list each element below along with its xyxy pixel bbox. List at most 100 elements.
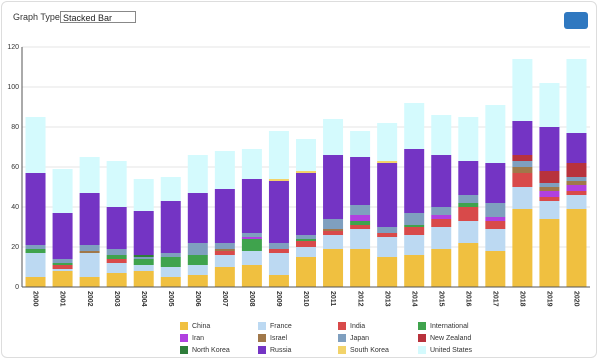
bar-segment xyxy=(133,255,154,257)
bar-segment xyxy=(52,169,73,213)
bar-segment xyxy=(458,207,479,221)
bar-segment xyxy=(485,105,506,163)
bar-segment xyxy=(133,211,154,255)
bar-segment xyxy=(106,249,127,255)
bar-segment xyxy=(214,151,235,189)
bar-segment xyxy=(25,253,46,277)
bar-segment xyxy=(323,119,344,155)
bar-segment xyxy=(539,183,560,187)
bar-segment xyxy=(79,157,100,193)
x-tick-label: 2013 xyxy=(383,291,390,307)
bar-segment xyxy=(485,163,506,203)
legend-swatch xyxy=(338,322,346,330)
bar-segment xyxy=(187,155,208,193)
bar-segment xyxy=(241,265,262,287)
bar-segment xyxy=(160,201,181,253)
bar-segment xyxy=(404,255,425,287)
bar-segment xyxy=(52,269,73,271)
bar-segment xyxy=(296,235,316,239)
bar-segment xyxy=(241,237,262,239)
bar-segment xyxy=(377,237,398,257)
bar-segment xyxy=(404,103,425,149)
bar-segment xyxy=(431,207,452,215)
bar-segment xyxy=(323,155,344,219)
bar-segment xyxy=(160,277,181,287)
bar-segment xyxy=(566,191,587,195)
bar-segment xyxy=(52,271,73,287)
bar-segment xyxy=(268,179,289,181)
bar-segment xyxy=(404,227,425,235)
legend-swatch xyxy=(258,334,266,342)
bar-segment xyxy=(566,181,587,185)
bar-segment xyxy=(539,187,560,191)
bar-segment xyxy=(431,227,452,249)
y-tick-label: 40 xyxy=(11,204,19,211)
bar-segment xyxy=(52,213,73,259)
legend-swatch xyxy=(180,322,188,330)
bar-segment xyxy=(106,263,127,273)
legend-label: Japan xyxy=(350,335,369,342)
bar-segment xyxy=(79,251,100,253)
bar-segment xyxy=(106,161,127,207)
bar-segment xyxy=(377,163,398,227)
x-tick-label: 2012 xyxy=(356,291,363,307)
bar-segment xyxy=(52,265,73,269)
legend-swatch xyxy=(338,346,346,354)
bar-segment xyxy=(512,161,533,167)
bar-segment xyxy=(512,173,533,187)
bar-segment xyxy=(404,225,425,227)
x-tick-label: 2002 xyxy=(86,291,93,307)
bar-segment xyxy=(350,215,371,221)
bar-segment xyxy=(458,195,479,203)
bar-segment xyxy=(214,189,235,243)
bar-segment xyxy=(431,115,452,155)
legend-swatch xyxy=(338,334,346,342)
legend-label: Russia xyxy=(270,347,292,354)
bar-segment xyxy=(404,149,425,213)
legend-swatch xyxy=(418,346,426,354)
bar-segment xyxy=(187,275,208,287)
bar-segment xyxy=(25,245,46,249)
button[interactable] xyxy=(564,12,588,29)
y-tick-label: 80 xyxy=(11,124,19,131)
x-tick-label: 2018 xyxy=(519,291,526,307)
x-tick-label: 2006 xyxy=(194,291,201,307)
legend-label: Israel xyxy=(270,335,288,342)
legend-label: United States xyxy=(430,347,473,354)
bar-segment xyxy=(485,203,506,217)
bar-segment xyxy=(512,121,533,155)
bar-segment xyxy=(458,117,479,161)
bar-segment xyxy=(458,221,479,243)
graph-type-input[interactable]: Stacked Bar xyxy=(60,11,136,23)
bar-segment xyxy=(539,219,560,287)
bar-segment xyxy=(106,259,127,263)
bar-segment xyxy=(377,161,398,163)
legend-swatch xyxy=(418,322,426,330)
bar-segment xyxy=(566,209,587,287)
bar-segment xyxy=(133,271,154,287)
bar-segment xyxy=(350,249,371,287)
bar-segment xyxy=(377,233,398,237)
bar-segment xyxy=(187,255,208,265)
bar-segment xyxy=(512,187,533,209)
bar-segment xyxy=(566,195,587,209)
x-tick-label: 2004 xyxy=(140,291,147,307)
bar-segment xyxy=(350,205,371,215)
bar-segment xyxy=(214,249,235,251)
bar-segment xyxy=(323,219,344,229)
bar-segment xyxy=(241,233,262,237)
bar-segment xyxy=(377,257,398,287)
y-tick-label: 120 xyxy=(7,44,19,51)
bar-segment xyxy=(214,251,235,255)
bar-segment xyxy=(187,243,208,255)
bar-segment xyxy=(404,235,425,255)
bar-segment xyxy=(431,155,452,207)
x-tick-label: 2014 xyxy=(410,291,417,307)
bar-segment xyxy=(566,177,587,181)
bar-segment xyxy=(404,213,425,225)
bar-segment xyxy=(268,275,289,287)
bar-segment xyxy=(323,235,344,249)
bar-segment xyxy=(350,131,371,157)
x-tick-label: 2005 xyxy=(167,291,174,307)
